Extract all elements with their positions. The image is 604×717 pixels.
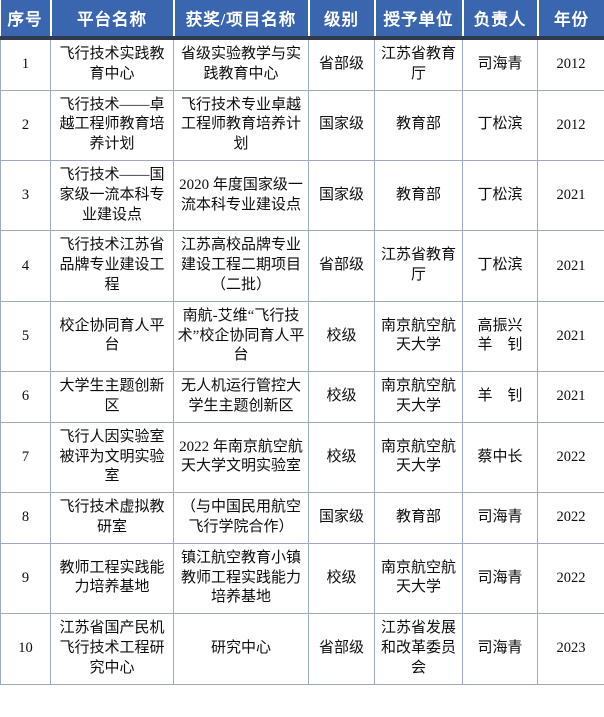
- cell-owner: 高振兴 羊 钊: [462, 300, 538, 373]
- cell-year: 2022: [537, 421, 604, 494]
- cell-year: 2021: [537, 300, 604, 373]
- cell-owner: 丁松滨: [462, 89, 538, 161]
- cell-index: 8: [0, 492, 51, 544]
- cell-year: 2022: [537, 492, 604, 544]
- cell-owner: 羊 钊: [462, 371, 538, 423]
- table-row[interactable]: 3 飞行技术——国家级一流本科专业建设点 2020 年度国家级一流本科专业建设点 国家…: [0, 159, 604, 232]
- cell-owner: 司海青: [462, 542, 538, 615]
- cell-level: 校级: [308, 421, 375, 494]
- table-row[interactable]: 6 大学生主题创新区 无人机运行管控大学生主题创新区 校级 南京航空航天大学羊 钊 202…: [0, 371, 604, 423]
- cell-level: 校级: [308, 542, 375, 615]
- cell-org: 南京航空航天大学: [374, 371, 463, 423]
- cell-level: 国家级: [308, 159, 375, 232]
- cell-owner: 司海青: [462, 613, 538, 685]
- cell-platform: 江苏省国产民机飞行技术工程研究中心: [50, 613, 174, 685]
- cell-owner: 司海青: [462, 492, 538, 544]
- award-platform-table-wrapper: 序号 平台名称 获奖/项目名称 级别 授予单位 负责人 年份 1 飞行技术实践教育…: [0, 0, 604, 685]
- cell-index: 2: [0, 89, 51, 161]
- cell-org: 教育部: [374, 159, 463, 232]
- column-header-year[interactable]: 年份: [536, 0, 604, 40]
- table-header: 序号 平台名称 获奖/项目名称 级别 授予单位 负责人 年份: [0, 0, 604, 40]
- cell-platform: 校企协同育人平台: [50, 300, 174, 373]
- page-bottom-whitespace: [0, 684, 604, 709]
- cell-platform: 飞行技术——国家级一流本科专业建设点: [50, 159, 174, 232]
- column-header-level[interactable]: 级别: [307, 0, 376, 40]
- cell-org: 南京航空航天大学: [374, 421, 463, 494]
- cell-level: 省部级: [308, 230, 375, 302]
- cell-index: 9: [0, 542, 51, 615]
- award-platform-table: 序号 平台名称 获奖/项目名称 级别 授予单位 负责人 年份 1 飞行技术实践教育…: [0, 0, 604, 685]
- cell-year: 2021: [537, 230, 604, 302]
- cell-project: 2022 年南京航空航天大学文明实验室: [173, 421, 309, 494]
- cell-project: 南航-艾维“飞行技术”校企协同育人平台: [173, 300, 309, 373]
- cell-index: 1: [0, 37, 51, 91]
- column-header-project[interactable]: 获奖/项目名称: [172, 0, 310, 40]
- table-row[interactable]: 7 飞行人因实验室被评为文明实验室 2022 年南京航空航天大学文明实验室 校级 南京航…: [0, 421, 604, 494]
- table-row[interactable]: 2 飞行技术——卓越工程师教育培养计划 飞行技术专业卓越工程师教育培养计划 国家级 教育…: [0, 89, 604, 161]
- cell-org: 教育部: [374, 492, 463, 544]
- cell-org: 江苏省发展和改革委员会: [374, 613, 463, 685]
- cell-year: 2012: [537, 37, 604, 91]
- cell-owner: 蔡中长: [462, 421, 538, 494]
- cell-project: 研究中心: [173, 613, 309, 685]
- cell-org: 教育部: [374, 89, 463, 161]
- cell-year: 2022: [537, 542, 604, 615]
- cell-org: 江苏省教育厅: [374, 230, 463, 302]
- table-row[interactable]: 9 教师工程实践能力培养基地 镇江航空教育小镇教师工程实践能力培养基地 校级 南京航空航…: [0, 542, 604, 615]
- column-header-org[interactable]: 授予单位: [373, 0, 464, 40]
- cell-year: 2021: [537, 371, 604, 423]
- cell-platform: 飞行人因实验室被评为文明实验室: [50, 421, 174, 494]
- cell-platform: 飞行技术——卓越工程师教育培养计划: [50, 89, 174, 161]
- column-header-index[interactable]: 序号: [0, 0, 52, 40]
- cell-platform: 大学生主题创新区: [50, 371, 174, 423]
- cell-index: 10: [0, 613, 51, 685]
- table-body: 1 飞行技术实践教育中心 省级实验教学与实践教育中心 省部级 江苏省教育厅 司海青 2012…: [0, 37, 604, 685]
- column-header-owner[interactable]: 负责人: [461, 0, 539, 40]
- table-row[interactable]: 1 飞行技术实践教育中心 省级实验教学与实践教育中心 省部级 江苏省教育厅 司海青 2012: [0, 37, 604, 91]
- table-row[interactable]: 10 江苏省国产民机飞行技术工程研究中心 研究中心 省部级 江苏省发展和改革委员会 司海青…: [0, 613, 604, 685]
- cell-level: 国家级: [308, 89, 375, 161]
- cell-level: 国家级: [308, 492, 375, 544]
- cell-level: 校级: [308, 371, 375, 423]
- cell-platform: 飞行技术实践教育中心: [50, 37, 174, 91]
- cell-index: 4: [0, 230, 51, 302]
- cell-org: 南京航空航天大学: [374, 542, 463, 615]
- cell-level: 省部级: [308, 613, 375, 685]
- cell-year: 2021: [537, 159, 604, 232]
- cell-project: 无人机运行管控大学生主题创新区: [173, 371, 309, 423]
- cell-org: 江苏省教育厅: [374, 37, 463, 91]
- column-header-platform[interactable]: 平台名称: [49, 0, 175, 40]
- cell-year: 2023: [537, 613, 604, 685]
- cell-owner: 丁松滨: [462, 230, 538, 302]
- cell-project: 2020 年度国家级一流本科专业建设点: [173, 159, 309, 232]
- cell-platform: 飞行技术虚拟教研室: [50, 492, 174, 544]
- cell-platform: 飞行技术江苏省品牌专业建设工程: [50, 230, 174, 302]
- table-row[interactable]: 5 校企协同育人平台 南航-艾维“飞行技术”校企协同育人平台 校级 南京航空航天大学 高振…: [0, 300, 604, 373]
- cell-owner: 司海青: [462, 37, 538, 91]
- cell-year: 2012: [537, 89, 604, 161]
- cell-index: 6: [0, 371, 51, 423]
- cell-level: 校级: [308, 300, 375, 373]
- cell-project: 飞行技术专业卓越工程师教育培养计划: [173, 89, 309, 161]
- cell-index: 7: [0, 421, 51, 494]
- cell-platform: 教师工程实践能力培养基地: [50, 542, 174, 615]
- cell-org: 南京航空航天大学: [374, 300, 463, 373]
- table-header-row: 序号 平台名称 获奖/项目名称 级别 授予单位 负责人 年份: [0, 0, 604, 40]
- cell-level: 省部级: [308, 37, 375, 91]
- cell-owner: 丁松滨: [462, 159, 538, 232]
- cell-index: 5: [0, 300, 51, 373]
- table-row[interactable]: 8 飞行技术虚拟教研室 （与中国民用航空飞行学院合作） 国家级 教育部 司海青 2022: [0, 492, 604, 544]
- cell-project: （与中国民用航空飞行学院合作）: [173, 492, 309, 544]
- table-row[interactable]: 4 飞行技术江苏省品牌专业建设工程 江苏高校品牌专业建设工程二期项目（二批） 省部级江…: [0, 230, 604, 302]
- cell-project: 省级实验教学与实践教育中心: [173, 37, 309, 91]
- cell-project: 江苏高校品牌专业建设工程二期项目（二批）: [173, 230, 309, 302]
- cell-project: 镇江航空教育小镇教师工程实践能力培养基地: [173, 542, 309, 615]
- cell-index: 3: [0, 159, 51, 232]
